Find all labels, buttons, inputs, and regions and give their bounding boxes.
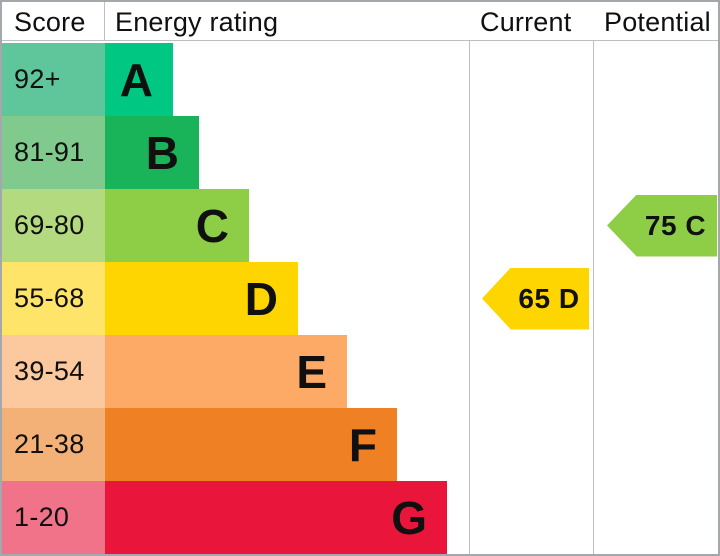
score-range-cell: 55-68 — [2, 262, 105, 335]
rating-band-bar: C — [105, 189, 249, 262]
rating-band-bar: G — [105, 481, 447, 554]
rating-band-bar: B — [105, 116, 199, 189]
current-rating-label: 65 D — [518, 282, 580, 314]
rating-band-row: 1-20 G — [2, 481, 718, 554]
score-range-cell: 92+ — [2, 43, 105, 116]
score-range-cell: 21-38 — [2, 408, 105, 481]
potential-column-divider — [593, 2, 594, 554]
rating-band-letter: G — [391, 491, 427, 544]
rating-band-bar: A — [105, 43, 173, 116]
rating-band-bar: F — [105, 408, 397, 481]
current-column-divider — [469, 2, 470, 554]
rating-band-row: 69-80 C — [2, 189, 718, 262]
rating-band-row: 21-38 F — [2, 408, 718, 481]
rating-band-bar: E — [105, 335, 347, 408]
potential-column-header: Potential — [604, 6, 711, 37]
rating-band-row: 39-54 E — [2, 335, 718, 408]
rating-band-letter: E — [296, 345, 327, 398]
potential-rating-label: 75 C — [644, 209, 707, 241]
current-column-header: Current — [480, 6, 572, 37]
score-column-header: Score — [2, 2, 105, 40]
rating-band-row: 81-91 B — [2, 116, 718, 189]
rating-band-letter: A — [119, 53, 153, 106]
rating-bands: 92+ A 81-91 B 69-80 C 55-68 D 39-54 — [2, 43, 718, 554]
rating-band-bar: D — [105, 262, 298, 335]
rating-band-letter: D — [244, 272, 278, 325]
table-header: Score Energy rating Current Potential — [2, 2, 718, 41]
rating-band-letter: F — [348, 418, 377, 471]
rating-band-row: 92+ A — [2, 43, 718, 116]
score-range-cell: 39-54 — [2, 335, 105, 408]
rating-band-row: 55-68 D — [2, 262, 718, 335]
rating-band-letter: C — [195, 199, 229, 252]
energy-rating-column-header: Energy rating — [115, 6, 279, 37]
rating-band-letter: B — [145, 126, 179, 179]
score-range-cell: 1-20 — [2, 481, 105, 554]
score-range-cell: 81-91 — [2, 116, 105, 189]
score-range-cell: 69-80 — [2, 189, 105, 262]
